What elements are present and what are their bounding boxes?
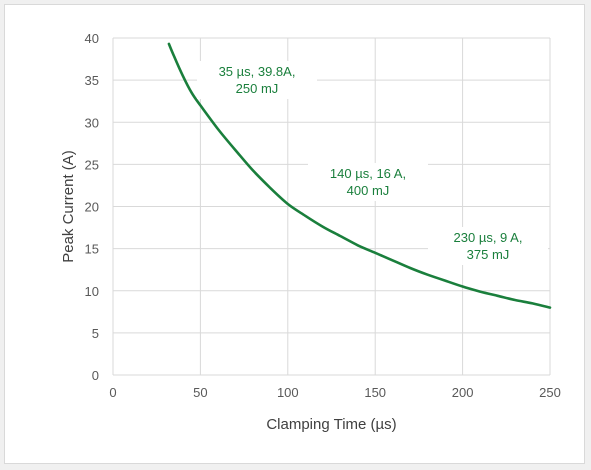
series-line — [167, 42, 552, 309]
y-tick-label: 25 — [85, 157, 99, 172]
annotation-line: 375 mJ — [467, 247, 510, 262]
grid-layer — [112, 37, 551, 376]
x-tick-label: 200 — [452, 385, 474, 400]
annotation-background — [308, 163, 428, 201]
y-tick-label: 20 — [85, 200, 99, 215]
y-tick-label: 5 — [92, 326, 99, 341]
y-tick-label: 15 — [85, 242, 99, 257]
chart-frame: 0 50 100 150 200 250 0 5 10 15 20 25 30 35 40 35 µs, 3… — [4, 4, 585, 464]
annotation-line: 250 mJ — [236, 81, 279, 96]
y-tick-label: 40 — [85, 31, 99, 46]
annotation-label: 140 µs, 16 A, 400 mJ — [330, 166, 406, 198]
annotation-line: 230 µs, 9 A, — [454, 230, 523, 245]
annotation-label: 230 µs, 9 A, 375 mJ — [454, 230, 523, 262]
y-tick-label: 0 — [92, 368, 99, 383]
annotation-background — [197, 61, 317, 99]
chart: 0 50 100 150 200 250 0 5 10 15 20 25 30 35 40 35 µs, 3… — [60, 31, 561, 433]
y-tick-label: 35 — [85, 73, 99, 88]
x-tick-label: 150 — [364, 385, 386, 400]
x-tick-label: 50 — [193, 385, 207, 400]
annotations: 35 µs, 39.8A, 250 mJ 140 µs, 16 A, 400 mJ 23… — [197, 61, 548, 265]
annotation-line: 35 µs, 39.8A, — [219, 64, 296, 79]
y-tick-label: 30 — [85, 115, 99, 130]
x-tick-label: 100 — [277, 385, 299, 400]
y-axis-title: Peak Current (A) — [60, 150, 77, 263]
annotation-line: 140 µs, 16 A, — [330, 166, 406, 181]
x-axis-title: Clamping Time (µs) — [266, 416, 396, 433]
annotation-background — [428, 227, 548, 265]
annotation-label: 35 µs, 39.8A, 250 mJ — [219, 64, 296, 96]
y-tick-label: 10 — [85, 284, 99, 299]
series-layer — [167, 42, 552, 309]
x-tick-label: 250 — [539, 385, 561, 400]
x-tick-label: 0 — [109, 385, 116, 400]
annotation-line: 400 mJ — [347, 183, 390, 198]
tick-labels: 0 50 100 150 200 250 0 5 10 15 20 25 30 35 40 — [85, 31, 561, 400]
